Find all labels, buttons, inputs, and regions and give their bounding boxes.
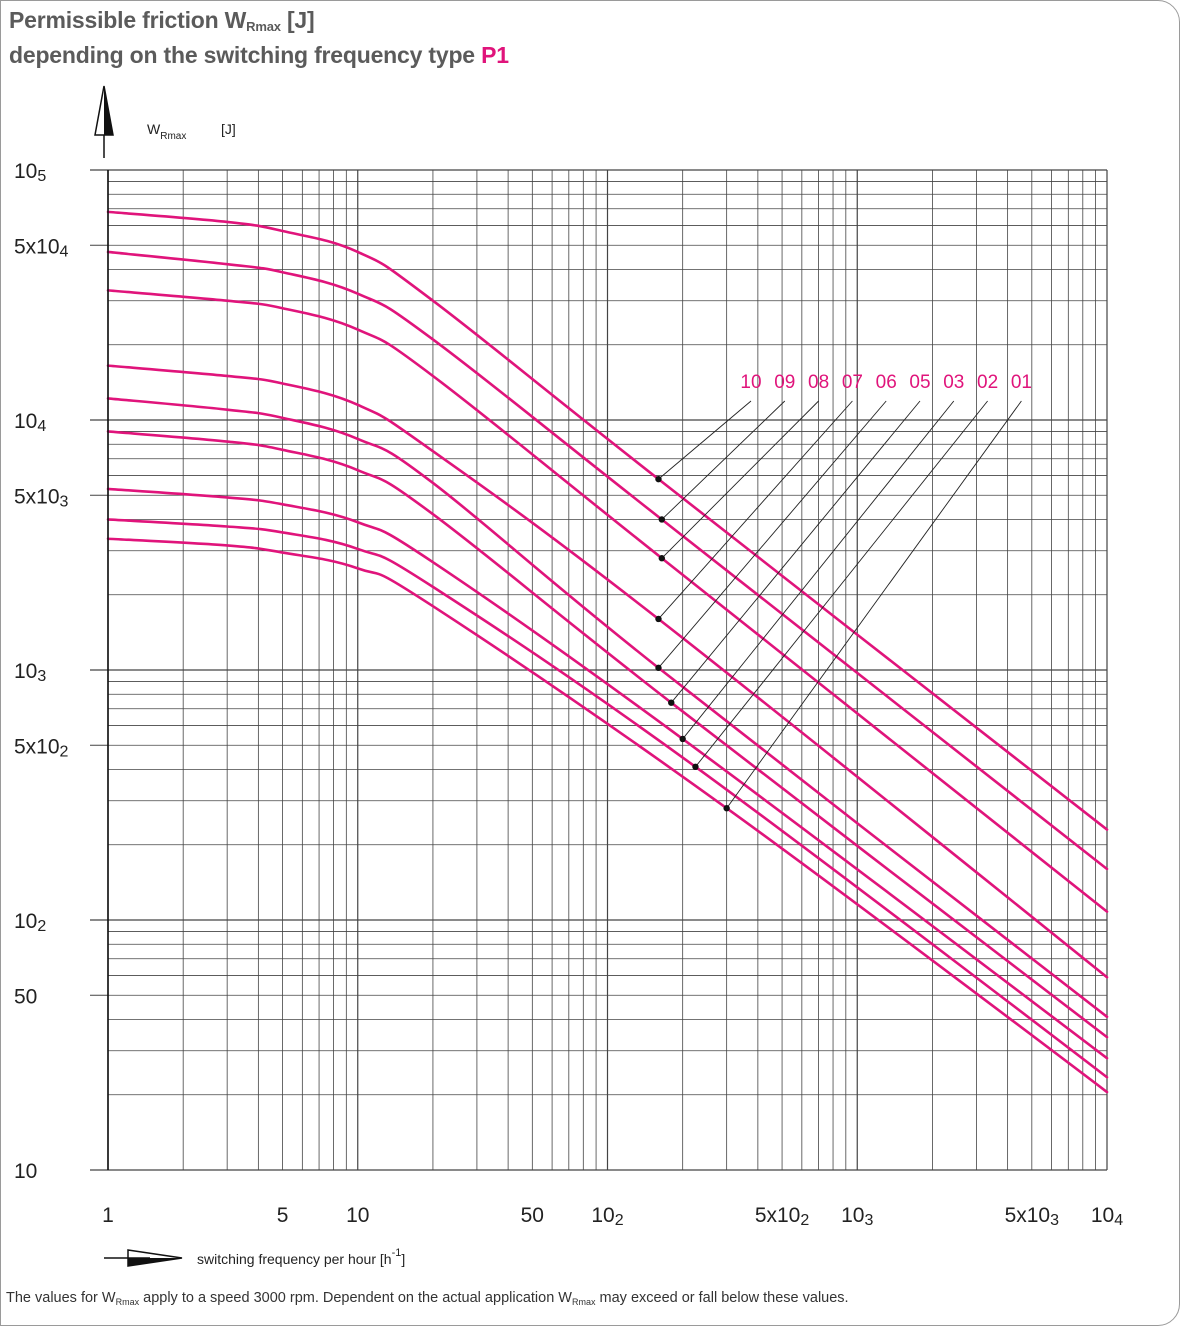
chart-labels: 10 09 08 07 06 05 03 02 01 [740,372,1032,393]
label-leader-lines [655,400,1022,812]
series-label-09: 09 [774,372,795,393]
x-tick-label: 103 [841,1204,873,1229]
series-line-10 [106,210,1109,831]
marker-dot-05 [668,699,675,706]
chart-grid [90,169,1108,1171]
series-label-02: 02 [977,372,998,393]
series-line-05 [106,430,1109,1039]
leader-line-07 [658,400,853,620]
y-axis-label: WRmax [147,121,186,142]
leader-line-06 [658,400,887,669]
marker-dot-06 [655,664,662,672]
x-tick-label: 102 [591,1204,623,1229]
marker-dot-09 [658,516,666,523]
series-line-07 [106,364,1109,979]
series-label-10: 10 [740,372,761,393]
y-tick-label: 104 [14,410,46,435]
leader-line-09 [661,400,786,520]
leader-line-02 [695,400,988,768]
footnote: The values for WRmax apply to a speed 30… [6,1290,849,1307]
chart-series [106,210,1109,1094]
series-line-08 [106,289,1109,913]
x-tick-label: 5x102 [755,1204,810,1229]
series-label-01: 01 [1011,372,1032,393]
y-tick-label: 5x103 [14,485,69,510]
x-tick-label: 5x103 [1005,1204,1060,1229]
y-tick-label: 5x104 [14,235,69,260]
type-accent: P1 [481,42,509,68]
marker-dot-03 [679,735,686,743]
marker-dot-07 [655,615,662,623]
title-line-2: depending on the switching frequency typ… [9,42,509,68]
leader-line-01 [726,400,1022,809]
chart-axes: 10 50 102 5x102 103 5x103 104 5x104 105 1 5 10 50 102… [14,85,1123,1267]
x-arrow-fill [128,1258,182,1266]
y-tick-label: 102 [14,910,46,935]
leader-line-10 [658,400,752,480]
leader-line-03 [682,400,955,740]
chart-title: Permissible friction WRmax [J] depending… [9,6,509,70]
marker-dot-02 [692,763,699,771]
y-axis-unit: [J] [221,121,236,137]
series-line-01 [106,537,1109,1094]
leader-line-05 [670,400,921,703]
y-tick-label: 5x102 [14,735,69,760]
title-line-1: Permissible friction WRmax [J] [9,7,315,34]
series-label-08: 08 [808,372,829,393]
marker-dot-10 [655,475,662,483]
x-tick-label: 10 [346,1204,369,1227]
x-tick-label: 1 [102,1204,114,1227]
y-tick-label: 50 [14,985,37,1008]
series-label-03: 03 [943,372,964,393]
y-tick-label: 103 [14,660,46,685]
leader-line-08 [661,400,819,559]
x-tick-label: 5 [277,1204,289,1227]
y-arrow-fill [104,86,113,135]
y-tick-label: 105 [14,160,46,185]
marker-dot-08 [658,555,666,562]
series-line-02 [106,518,1109,1079]
series-line-09 [106,250,1109,871]
x-tick-label: 50 [521,1204,544,1227]
series-label-05: 05 [909,372,930,393]
y-tick-label: 10 [14,1160,37,1183]
marker-dot-01 [723,805,730,812]
series-label-06: 06 [876,372,897,393]
x-tick-label: 104 [1091,1204,1123,1229]
series-line-06 [106,397,1109,1019]
x-axis-label: switching frequency per hour [h-1] [197,1247,405,1267]
series-label-07: 07 [842,372,863,393]
series-line-03 [106,487,1109,1060]
